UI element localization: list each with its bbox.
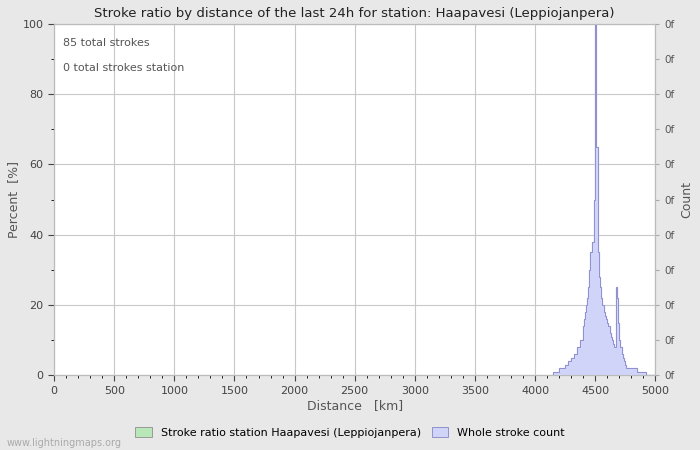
X-axis label: Distance   [km]: Distance [km] bbox=[307, 399, 402, 412]
Text: www.lightningmaps.org: www.lightningmaps.org bbox=[7, 438, 122, 448]
Y-axis label: Count: Count bbox=[680, 181, 693, 218]
Y-axis label: Percent  [%]: Percent [%] bbox=[7, 161, 20, 238]
Legend: Stroke ratio station Haapavesi (Leppiojanpera), Whole stroke count: Stroke ratio station Haapavesi (Leppioja… bbox=[131, 423, 569, 442]
Title: Stroke ratio by distance of the last 24h for station: Haapavesi (Leppiojanpera): Stroke ratio by distance of the last 24h… bbox=[94, 7, 615, 20]
Text: 85 total strokes: 85 total strokes bbox=[63, 38, 150, 48]
Text: 0 total strokes station: 0 total strokes station bbox=[63, 63, 185, 72]
